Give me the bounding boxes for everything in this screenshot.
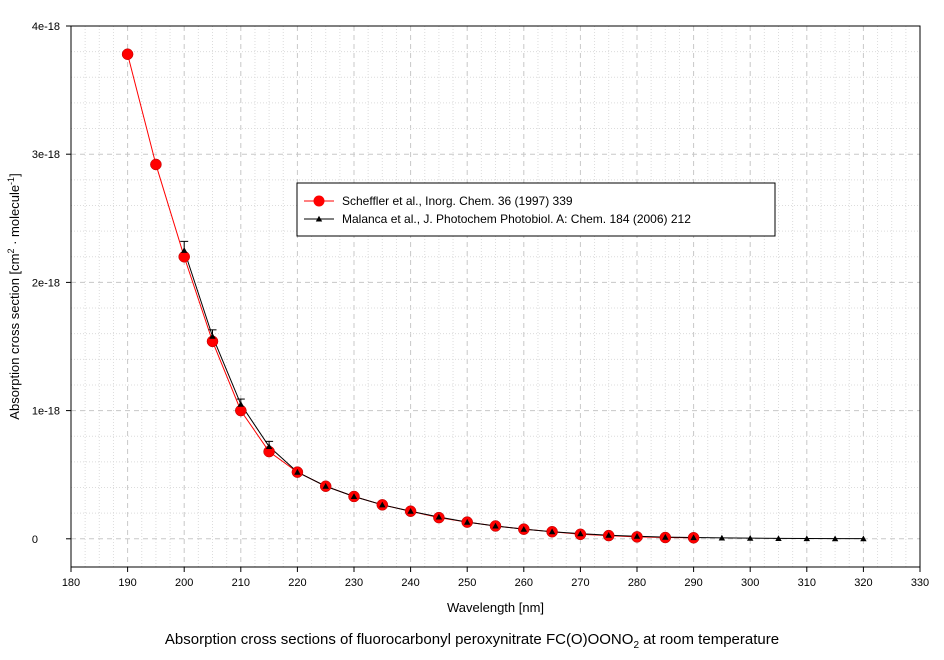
point-malanca bbox=[237, 400, 244, 407]
point-malanca bbox=[803, 535, 810, 542]
x-tick-label: 300 bbox=[741, 577, 759, 589]
grid bbox=[70, 25, 921, 567]
x-axis-label: Wavelength [nm] bbox=[447, 600, 544, 615]
point-malanca bbox=[294, 468, 301, 475]
point-malanca bbox=[775, 535, 782, 541]
point-malanca bbox=[548, 528, 556, 535]
y-tick-label: 1e-18 bbox=[32, 406, 60, 418]
series-layer bbox=[121, 48, 867, 544]
x-tick-label: 190 bbox=[118, 577, 136, 589]
point-malanca bbox=[435, 513, 443, 520]
x-tick-label: 270 bbox=[571, 577, 589, 589]
point-malanca bbox=[605, 532, 612, 538]
point-malanca bbox=[322, 483, 329, 489]
point-malanca bbox=[350, 493, 358, 500]
plot-frame bbox=[70, 25, 921, 568]
figure-caption: Absorption cross sections of fluorocarbo… bbox=[164, 631, 780, 651]
legend-box bbox=[296, 182, 776, 237]
point-malanca bbox=[181, 247, 188, 253]
point-malanca bbox=[265, 443, 273, 450]
x-tick-label: 180 bbox=[62, 577, 80, 589]
y-tick-label: 2e-18 bbox=[32, 277, 60, 289]
point-malanca bbox=[379, 501, 386, 508]
point-malanca bbox=[860, 535, 867, 542]
x-tick-label: 330 bbox=[911, 577, 929, 589]
legend-marker-scheffler bbox=[313, 195, 325, 207]
legend-marker-malanca bbox=[315, 215, 323, 222]
y-axis-label: Absorption cross section [cm2 · molecule… bbox=[6, 173, 22, 419]
point-malanca bbox=[747, 534, 754, 541]
point-malanca bbox=[718, 534, 726, 541]
point-malanca bbox=[831, 535, 839, 542]
x-tick-label: 220 bbox=[288, 577, 306, 589]
legend-label-malanca: Malanca et al., J. Photochem Photobiol. … bbox=[342, 212, 691, 226]
x-tick-label: 250 bbox=[458, 577, 476, 589]
point-malanca bbox=[662, 533, 669, 540]
x-tick-label: 320 bbox=[854, 577, 872, 589]
x-tick-label: 200 bbox=[175, 577, 193, 589]
x-tick-label: 280 bbox=[628, 577, 646, 589]
point-malanca bbox=[464, 518, 471, 525]
x-tick-label: 240 bbox=[401, 577, 419, 589]
point-malanca bbox=[209, 333, 216, 339]
axis-ticks: 180 190 200 210 220 230 240 250 260 270 280 290 300 3… bbox=[32, 21, 929, 589]
point-malanca bbox=[633, 533, 641, 539]
point-malanca bbox=[407, 508, 414, 514]
y-tick-label: 0 bbox=[32, 534, 38, 546]
legend: Scheffler et al., Inorg. Chem. 36 (1997)… bbox=[296, 182, 776, 237]
legend-label-scheffler: Scheffler et al., Inorg. Chem. 36 (1997)… bbox=[342, 194, 573, 208]
y-tick-label: 3e-18 bbox=[32, 149, 60, 161]
x-tick-label: 290 bbox=[684, 577, 702, 589]
point-malanca bbox=[690, 534, 697, 541]
x-tick-label: 310 bbox=[798, 577, 816, 589]
point-scheffler bbox=[150, 158, 162, 171]
x-tick-label: 260 bbox=[515, 577, 533, 589]
point-malanca bbox=[492, 522, 499, 529]
point-malanca bbox=[577, 530, 584, 537]
y-tick-label: 4e-18 bbox=[32, 21, 60, 33]
point-scheffler bbox=[121, 48, 134, 60]
point-malanca bbox=[520, 525, 527, 532]
x-tick-label: 210 bbox=[232, 577, 250, 589]
x-tick-label: 230 bbox=[345, 577, 363, 589]
